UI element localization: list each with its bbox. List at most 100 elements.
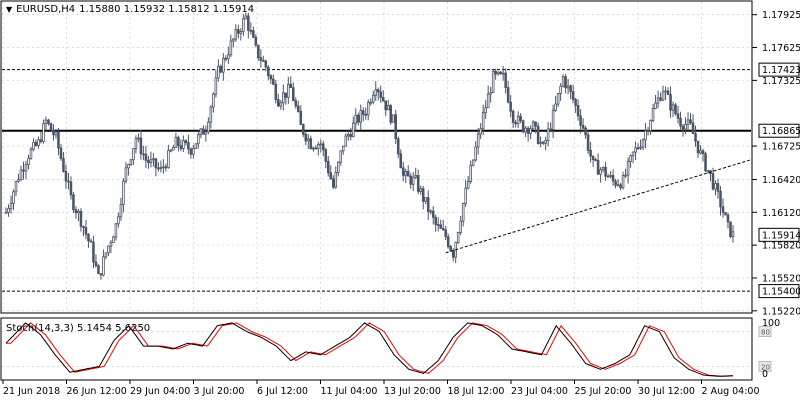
candle-body <box>376 89 380 93</box>
level-label-box <box>758 284 800 299</box>
candle-body <box>581 124 585 129</box>
candle-body <box>262 60 265 62</box>
candle-body <box>7 208 10 213</box>
candle-body <box>381 97 385 102</box>
candle-body <box>124 167 128 182</box>
candle-body <box>249 29 253 32</box>
candle-body <box>282 92 285 104</box>
candle-body <box>327 160 330 174</box>
candle-body <box>257 44 260 59</box>
candle-body <box>297 105 300 112</box>
candle-body <box>596 159 600 175</box>
candle-body <box>714 183 717 190</box>
stoch-tick-label: 100 <box>762 318 780 329</box>
candle-body <box>711 173 715 190</box>
candle-body <box>312 147 315 150</box>
candle-body <box>34 142 38 146</box>
candle-body <box>511 110 515 123</box>
candle-body <box>484 107 487 114</box>
candle-body <box>272 78 275 85</box>
candle-body <box>474 146 477 161</box>
candle-body <box>369 101 373 104</box>
candle-body <box>651 108 655 122</box>
time-tick-label: 3 Jul 20:00 <box>194 386 245 397</box>
time-tick-label: 18 Jul 12:00 <box>448 386 505 397</box>
candle-body <box>224 57 228 60</box>
candle-body <box>724 212 727 216</box>
candle-body <box>534 121 537 127</box>
price-tick-label: 1.17325 <box>762 76 800 87</box>
candle-body <box>594 159 597 161</box>
candle-body <box>137 137 140 140</box>
candle-body <box>451 250 455 258</box>
trendline <box>445 159 752 254</box>
candle-body <box>466 181 470 189</box>
candle-body <box>586 134 590 151</box>
candle-body <box>574 99 577 106</box>
candle-body <box>202 128 205 135</box>
candle-body <box>219 65 223 73</box>
candle-body <box>287 83 290 98</box>
candle-body <box>371 94 375 103</box>
candle-body <box>399 153 403 169</box>
candle-body <box>179 145 183 150</box>
candle-body <box>154 158 158 169</box>
candle-body <box>19 169 23 181</box>
candle-body <box>579 115 582 126</box>
candle-body <box>584 127 587 136</box>
candle-body <box>84 227 88 235</box>
candle-body <box>237 29 240 34</box>
candle-body <box>129 159 133 165</box>
candle-body <box>42 123 45 142</box>
candle-body <box>589 149 592 157</box>
price-tick-label: 1.17625 <box>762 43 800 54</box>
candle-body <box>686 119 690 125</box>
candle-body <box>122 180 125 205</box>
candle-body <box>227 54 230 60</box>
candle-body <box>187 142 190 150</box>
candle-body <box>626 161 630 176</box>
candle-body <box>264 60 268 68</box>
candle-body <box>346 134 350 137</box>
candle-body <box>441 228 445 231</box>
candle-body <box>54 131 58 136</box>
candle-body <box>217 65 220 79</box>
candle-body <box>456 232 460 243</box>
candle-body <box>339 150 343 163</box>
candle-body <box>77 210 80 214</box>
candle-body <box>721 206 725 213</box>
stoch-tick-label: 20 <box>761 363 770 371</box>
candle-body <box>494 70 497 75</box>
level-label: 1.16865 <box>762 126 800 137</box>
price-tick-label: 1.16120 <box>762 208 800 219</box>
candle-body <box>694 133 697 142</box>
candle-body <box>656 97 660 104</box>
candle-body <box>551 109 555 130</box>
candle-body <box>529 128 532 134</box>
candle-body <box>27 157 30 166</box>
candle-body <box>114 223 118 238</box>
stoch-signal-line <box>6 322 734 377</box>
collapse-arrow-icon[interactable]: ▼ <box>6 5 13 14</box>
candle-body <box>431 210 435 218</box>
candle-body <box>421 188 425 202</box>
candle-body <box>566 85 570 89</box>
candle-body <box>504 72 507 88</box>
candle-body <box>162 166 165 169</box>
candle-body <box>247 15 250 31</box>
stoch-tick-label: 80 <box>761 329 770 337</box>
candle-body <box>644 130 647 141</box>
candle-body <box>554 103 557 111</box>
candle-body <box>631 151 635 157</box>
ohlc-values: 1.15880 1.15932 1.15812 1.15914 <box>79 4 255 15</box>
level-label-box <box>758 62 800 77</box>
candle-body <box>611 174 615 182</box>
candle-body <box>277 99 280 107</box>
price-panel[interactable] <box>0 0 753 314</box>
candle-body <box>269 75 273 80</box>
candle-body <box>704 153 707 172</box>
candle-body <box>194 143 198 149</box>
candle-body <box>444 229 447 238</box>
